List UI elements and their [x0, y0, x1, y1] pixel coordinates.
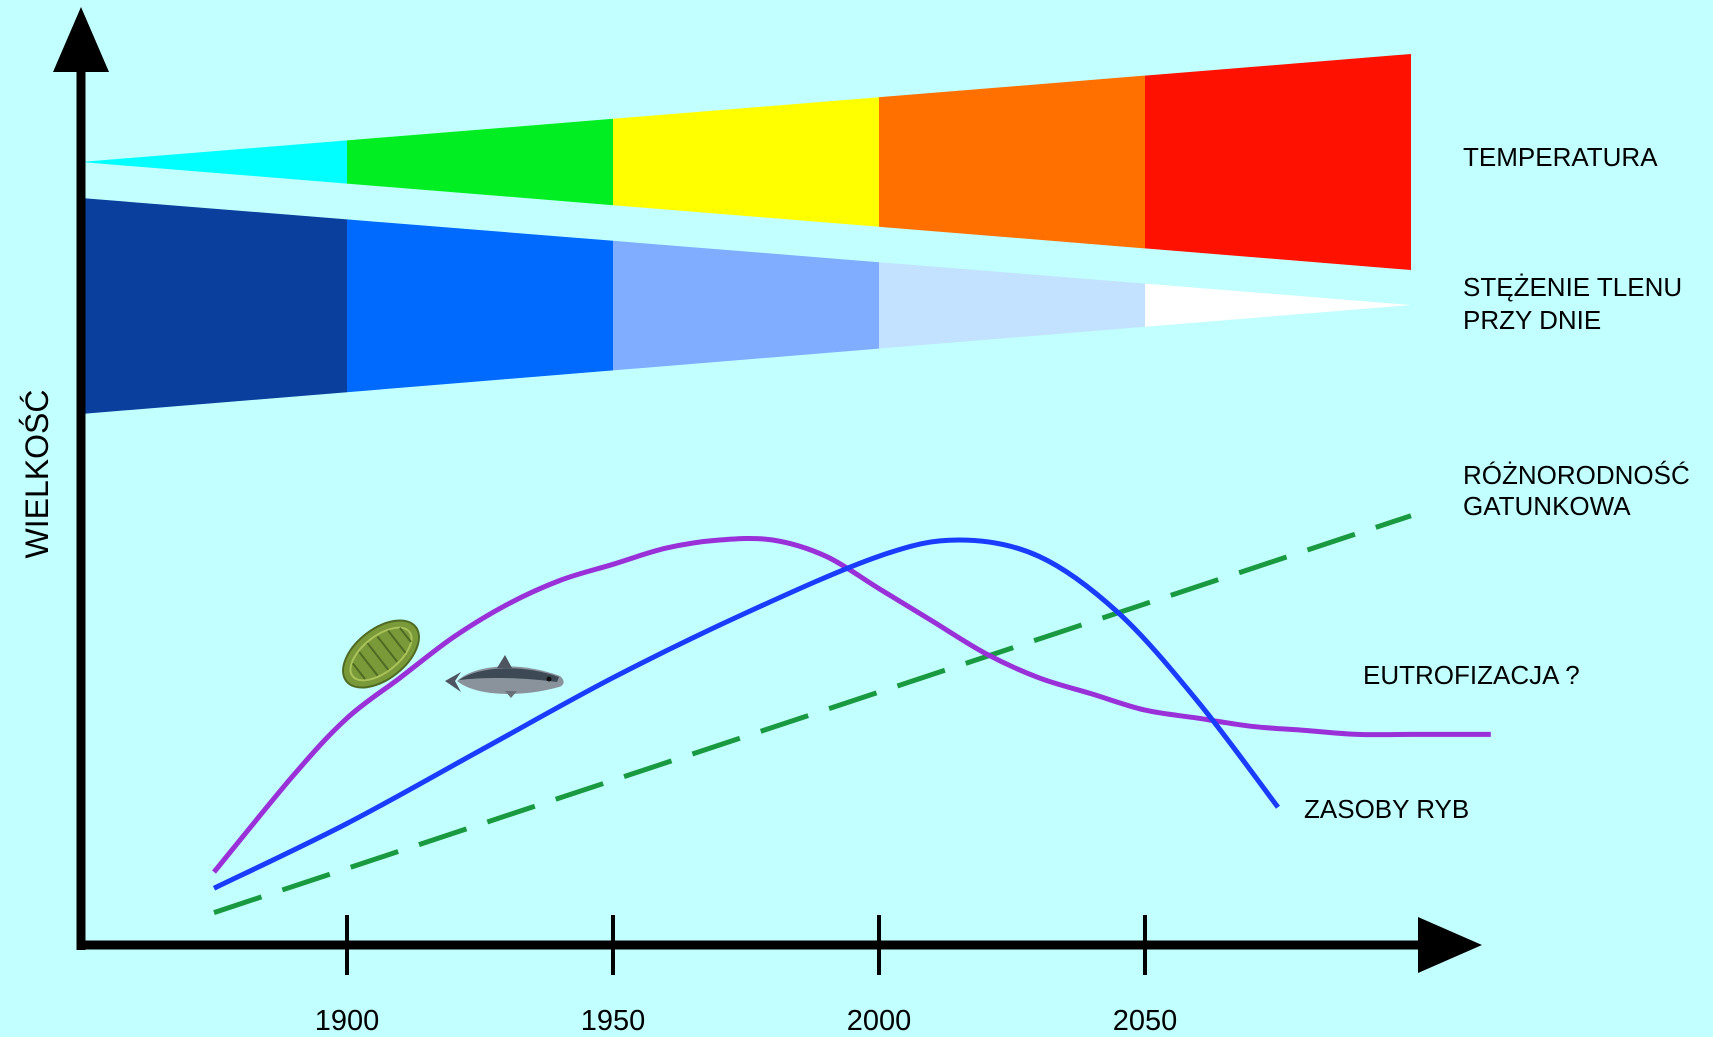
series-label: RÓŻNORODNOŚĆ GATUNKOWA: [1463, 460, 1690, 521]
x-tick-label: 2000: [847, 1005, 912, 1037]
band-segment: [613, 240, 879, 371]
band-segment: [81, 198, 347, 414]
series-label: EUTROFIZACJA ?: [1363, 660, 1580, 690]
x-tick-label: 1900: [315, 1005, 380, 1037]
band-segment: [1145, 283, 1411, 327]
band-label: STĘŻENIE TLENU PRZY DNIE: [1463, 272, 1682, 335]
band-segment: [879, 262, 1145, 349]
band-segment: [347, 118, 613, 206]
bands-layer: TEMPERATURA STĘŻENIE TLENU PRZY DNIE: [81, 54, 1682, 414]
diatom-icon: [342, 619, 420, 689]
y-axis-title: WIELKOŚĆ: [19, 390, 55, 559]
series-layer: RÓŻNORODNOŚĆ GATUNKOWA EUTROFIZACJA ? ZASOB…: [212, 460, 1690, 915]
series-line: [212, 535, 1491, 874]
band-label: TEMPERATURA: [1463, 142, 1658, 172]
series-label: ZASOBY RYB: [1304, 794, 1469, 824]
series-line: [213, 513, 1412, 915]
band-segment: [81, 140, 347, 184]
ticks-layer: 1900 1950 2000 2050: [315, 915, 1178, 1037]
x-tick-label: 2050: [1113, 1005, 1178, 1037]
fish-icon: [445, 655, 564, 698]
band-segment: [347, 219, 613, 393]
y-axis-arrow: [53, 7, 109, 72]
x-tick-label: 1950: [581, 1005, 646, 1037]
x-axis-arrow: [1418, 917, 1482, 973]
band-segment: [613, 97, 879, 227]
band-segment: [1145, 54, 1411, 270]
band-segment: [879, 75, 1145, 249]
series-line: [212, 537, 1280, 891]
